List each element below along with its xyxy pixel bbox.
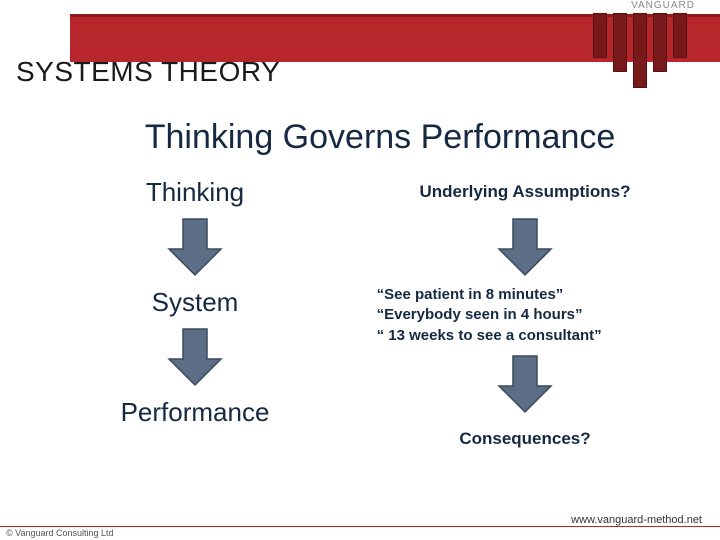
node-examples: “See patient in 8 minutes” “Everybody se… [367, 285, 684, 346]
arrow-2-right [497, 348, 553, 420]
header: SYSTEMS THEORY VANGUARD [0, 0, 720, 90]
arrow-1-left [167, 211, 223, 283]
arrow-2-left [167, 321, 223, 393]
right-column: Underlying Assumptions? “See patient in … [367, 175, 684, 456]
node-performance: Performance [121, 395, 270, 429]
node-thinking: Thinking [146, 175, 244, 209]
down-arrow-icon [167, 327, 223, 387]
footer-url: www.vanguard-method.net [571, 514, 702, 526]
footer-copyright: © Vanguard Consulting Ltd [6, 528, 114, 538]
example-line-2: “Everybody seen in 4 hours” [377, 305, 684, 325]
brand-name: VANGUARD [585, 0, 695, 11]
down-arrow-icon [497, 217, 553, 277]
diagram: Thinking System Performance Underlying A… [0, 175, 720, 456]
brand-logo: VANGUARD [585, 0, 695, 90]
node-assumptions: Underlying Assumptions? [420, 175, 631, 209]
brand-logo-bars [585, 13, 695, 88]
node-system: System [152, 285, 239, 319]
node-consequences: Consequences? [459, 422, 590, 456]
slide-section-title: SYSTEMS THEORY [16, 56, 280, 88]
down-arrow-icon [167, 217, 223, 277]
example-line-3: “ 13 weeks to see a consultant” [377, 326, 684, 346]
example-line-1: “See patient in 8 minutes” [377, 285, 684, 305]
down-arrow-icon [497, 354, 553, 414]
left-column: Thinking System Performance [37, 175, 354, 456]
arrow-1-right [497, 211, 553, 283]
footer-divider [0, 526, 720, 527]
main-title: Thinking Governs Performance [40, 118, 720, 157]
